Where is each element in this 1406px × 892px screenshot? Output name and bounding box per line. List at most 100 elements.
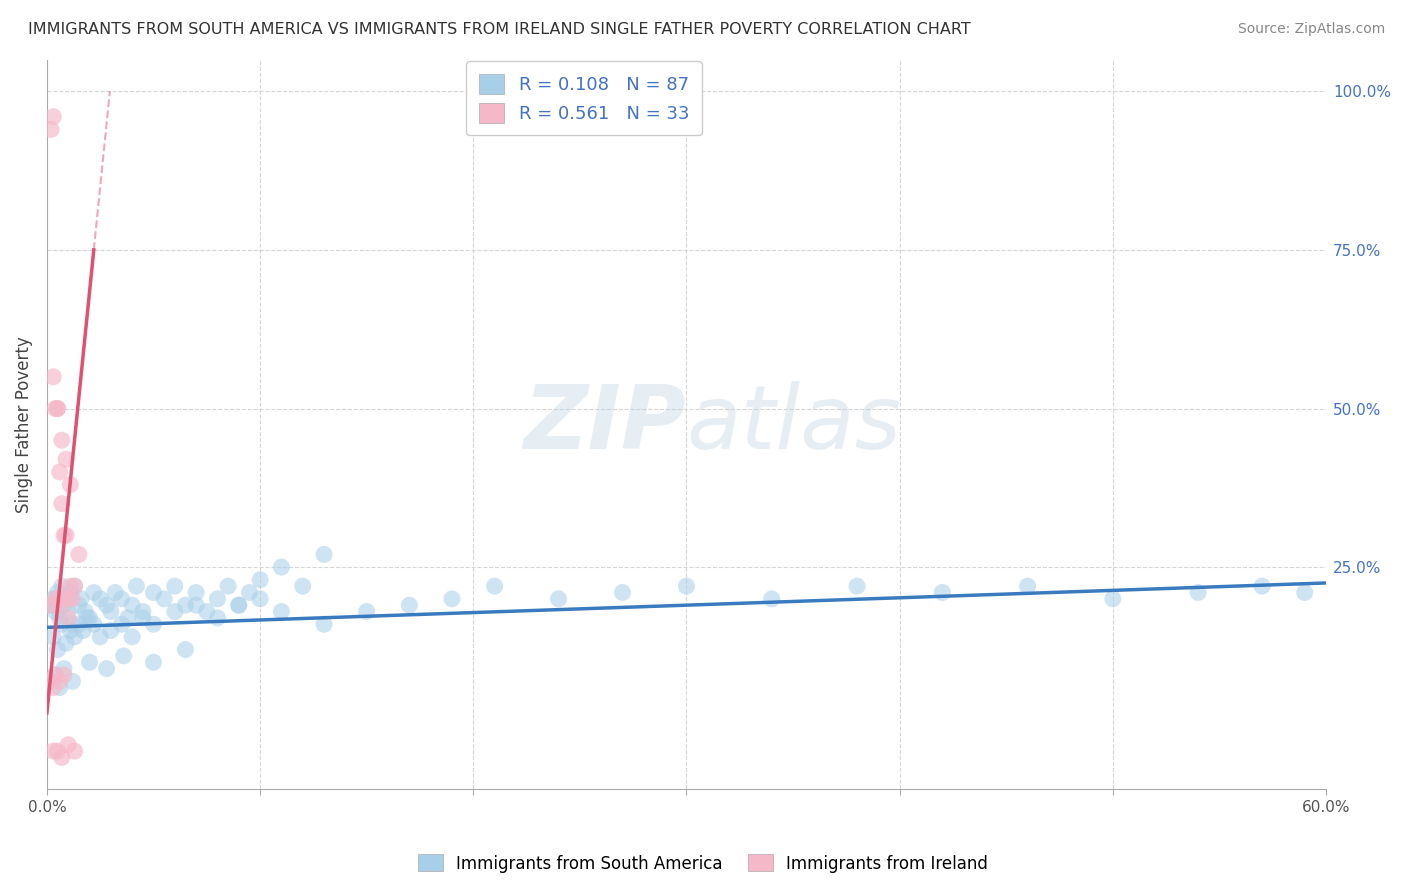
- Point: [761, 591, 783, 606]
- Point: [67, 617, 90, 632]
- Point: [42, 110, 65, 124]
- Point: [39, 598, 62, 612]
- Point: [67, 598, 90, 612]
- Point: [249, 591, 271, 606]
- Point: [62, 591, 84, 606]
- Point: [207, 591, 229, 606]
- Point: [312, 548, 335, 562]
- Point: [291, 579, 314, 593]
- Point: [110, 617, 132, 632]
- Point: [48, 611, 70, 625]
- Point: [51, 434, 73, 448]
- Point: [55, 591, 77, 606]
- Point: [1251, 579, 1274, 593]
- Text: IMMIGRANTS FROM SOUTH AMERICA VS IMMIGRANTS FROM IRELAND SINGLE FATHER POVERTY C: IMMIGRANTS FROM SOUTH AMERICA VS IMMIGRA…: [28, 22, 972, 37]
- Point: [58, 605, 80, 619]
- Point: [44, 401, 66, 416]
- Point: [153, 591, 176, 606]
- Point: [547, 591, 569, 606]
- Point: [63, 579, 86, 593]
- Point: [100, 624, 122, 638]
- Point: [249, 573, 271, 587]
- Point: [612, 585, 634, 599]
- Legend: Immigrants from South America, Immigrants from Ireland: Immigrants from South America, Immigrant…: [412, 847, 994, 880]
- Y-axis label: Single Father Poverty: Single Father Poverty: [15, 336, 32, 513]
- Point: [62, 617, 84, 632]
- Point: [132, 605, 155, 619]
- Point: [121, 630, 143, 644]
- Point: [89, 591, 111, 606]
- Point: [42, 681, 65, 695]
- Point: [270, 560, 292, 574]
- Point: [79, 655, 101, 669]
- Point: [51, 750, 73, 764]
- Point: [207, 611, 229, 625]
- Point: [1102, 591, 1125, 606]
- Text: ZIP: ZIP: [523, 381, 686, 468]
- Point: [312, 617, 335, 632]
- Point: [58, 738, 80, 752]
- Point: [44, 605, 66, 619]
- Point: [48, 681, 70, 695]
- Point: [39, 674, 62, 689]
- Point: [46, 585, 69, 599]
- Point: [100, 605, 122, 619]
- Point: [44, 668, 66, 682]
- Point: [110, 591, 132, 606]
- Point: [46, 642, 69, 657]
- Point: [89, 630, 111, 644]
- Point: [51, 579, 73, 593]
- Point: [70, 591, 93, 606]
- Point: [63, 630, 86, 644]
- Point: [83, 585, 105, 599]
- Point: [51, 497, 73, 511]
- Point: [46, 744, 69, 758]
- Text: atlas: atlas: [686, 382, 901, 467]
- Point: [42, 744, 65, 758]
- Point: [228, 598, 250, 612]
- Point: [67, 548, 90, 562]
- Point: [117, 611, 139, 625]
- Point: [52, 598, 75, 612]
- Point: [48, 674, 70, 689]
- Point: [96, 598, 118, 612]
- Point: [59, 477, 82, 491]
- Point: [125, 579, 148, 593]
- Point: [48, 598, 70, 612]
- Point: [42, 591, 65, 606]
- Point: [121, 598, 143, 612]
- Point: [46, 401, 69, 416]
- Point: [72, 624, 94, 638]
- Point: [44, 591, 66, 606]
- Point: [1017, 579, 1039, 593]
- Point: [62, 674, 84, 689]
- Text: Source: ZipAtlas.com: Source: ZipAtlas.com: [1237, 22, 1385, 37]
- Point: [55, 528, 77, 542]
- Point: [163, 605, 186, 619]
- Point: [846, 579, 869, 593]
- Point: [184, 598, 207, 612]
- Point: [931, 585, 953, 599]
- Point: [238, 585, 260, 599]
- Point: [1187, 585, 1209, 599]
- Point: [52, 528, 75, 542]
- Point: [142, 617, 165, 632]
- Point: [59, 579, 82, 593]
- Point: [63, 744, 86, 758]
- Point: [83, 617, 105, 632]
- Point: [79, 611, 101, 625]
- Point: [195, 605, 218, 619]
- Legend: R = 0.108   N = 87, R = 0.561   N = 33: R = 0.108 N = 87, R = 0.561 N = 33: [467, 62, 702, 136]
- Point: [52, 591, 75, 606]
- Point: [58, 611, 80, 625]
- Point: [55, 452, 77, 467]
- Point: [398, 598, 420, 612]
- Point: [75, 605, 97, 619]
- Point: [174, 642, 197, 657]
- Point: [356, 605, 378, 619]
- Point: [163, 579, 186, 593]
- Point: [55, 636, 77, 650]
- Point: [59, 585, 82, 599]
- Point: [52, 662, 75, 676]
- Point: [440, 591, 463, 606]
